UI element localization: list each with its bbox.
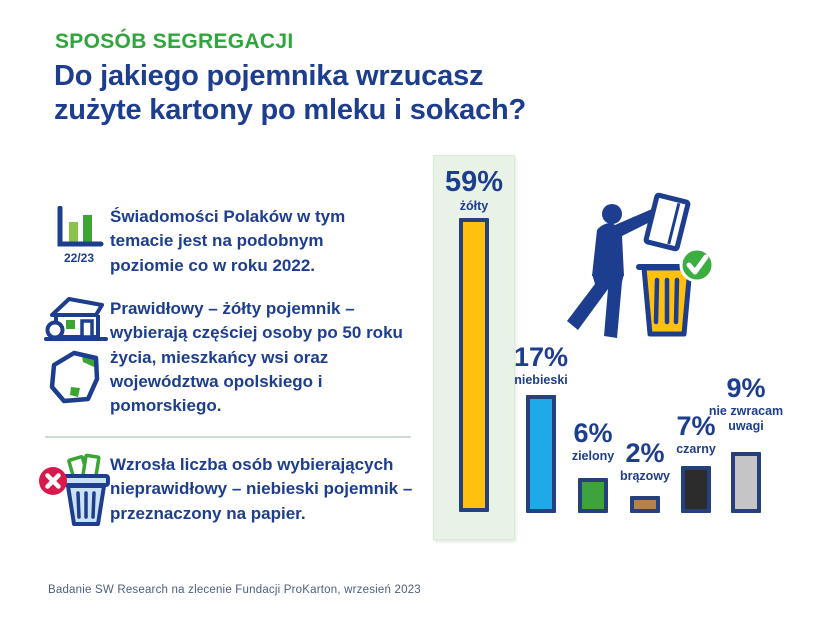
house-window	[66, 320, 75, 329]
recycling-illustration	[567, 192, 715, 338]
highlight-panel-zolty: 59% żółty	[433, 155, 515, 540]
bin-rim	[62, 474, 110, 487]
red-cross-badge-icon	[39, 467, 67, 495]
page-title-line-1: Do jakiego pojemnika wrzucasz	[54, 60, 484, 92]
chart-icon-axis	[57, 206, 104, 247]
carton-icon	[643, 192, 691, 252]
bar-value-label-nie-zwracam-uwagi: 9%	[726, 373, 766, 403]
bar-niebieski	[526, 395, 556, 513]
green-check-badge-icon	[679, 247, 715, 283]
bar-group-brazowy: 2% brązowy	[590, 439, 700, 513]
bar-zielony	[578, 478, 608, 513]
map-outline	[49, 350, 100, 404]
fact-awareness-text: Świadomości Polaków w tym temacie jest n…	[110, 207, 346, 275]
bar-group-niebieski: 17% niebieski	[486, 343, 596, 513]
yellow-trash-bin-icon	[636, 264, 698, 337]
page-title-line-2: zużyte kartony po mleku i sokach?	[54, 94, 527, 127]
bar-value-label-zolty: 59%	[444, 166, 504, 198]
map-region-opolskie	[70, 387, 80, 397]
bar-category-label-zielony: zielony	[571, 449, 615, 464]
bin-stripes	[76, 491, 96, 519]
person-tossing-carton-icon	[567, 204, 656, 338]
bar-category-label-zolty: żółty	[459, 199, 489, 214]
bar-value-label-niebieski: 17%	[513, 342, 569, 372]
bar-brazowy	[630, 496, 660, 513]
bar-category-label-czarny: czarny	[676, 442, 716, 457]
fact-wrong-bin-text: Wzrosła liczba osób wybierających niepra…	[110, 455, 413, 523]
section-divider	[45, 436, 411, 438]
bar-category-label-nie-zwracam-uwagi: nie zwracam uwagi	[708, 404, 784, 434]
page-title: Do jakiego pojemnika wrzucasz zużyte kar…	[54, 59, 526, 127]
house-icon	[44, 297, 108, 341]
bar-category-label-niebieski: niebieski	[514, 373, 568, 388]
house-bush	[45, 320, 65, 340]
bar-czarny	[681, 466, 711, 513]
bar-zolty	[459, 218, 489, 512]
source-note: Badanie SW Research na zlecenie Fundacji…	[48, 584, 421, 596]
bar-nie-zwracam-uwagi	[731, 452, 761, 513]
bar-group-zielony: 6% zielony	[538, 419, 648, 513]
poland-map-icon	[49, 350, 100, 404]
house-roof	[50, 297, 104, 317]
trash-bin-cross-icon	[39, 453, 110, 526]
bar-value-label-zielony: 6%	[573, 418, 613, 448]
kicker-label: SPOSÓB SEGREGACJI	[55, 30, 294, 53]
bar-group-nie-zwracam-uwagi: 9% nie zwracam uwagi	[691, 374, 801, 513]
chart-icon-bar-light	[69, 222, 78, 243]
chart-icon-caption: 22/23	[63, 251, 95, 265]
bar-category-label-brazowy: brązowy	[619, 469, 670, 484]
bar-group-czarny: 7% czarny	[641, 412, 751, 513]
chart-icon-bar-dark	[83, 215, 92, 243]
bar-chart-year-icon	[57, 206, 104, 247]
bar-value-label-brazowy: 2%	[625, 438, 665, 468]
house-door	[80, 319, 94, 339]
fact-correct-bin-text: Prawidłowy – żółty pojemnik – wybierają …	[110, 299, 403, 416]
bar-value-label-czarny: 7%	[676, 411, 716, 441]
